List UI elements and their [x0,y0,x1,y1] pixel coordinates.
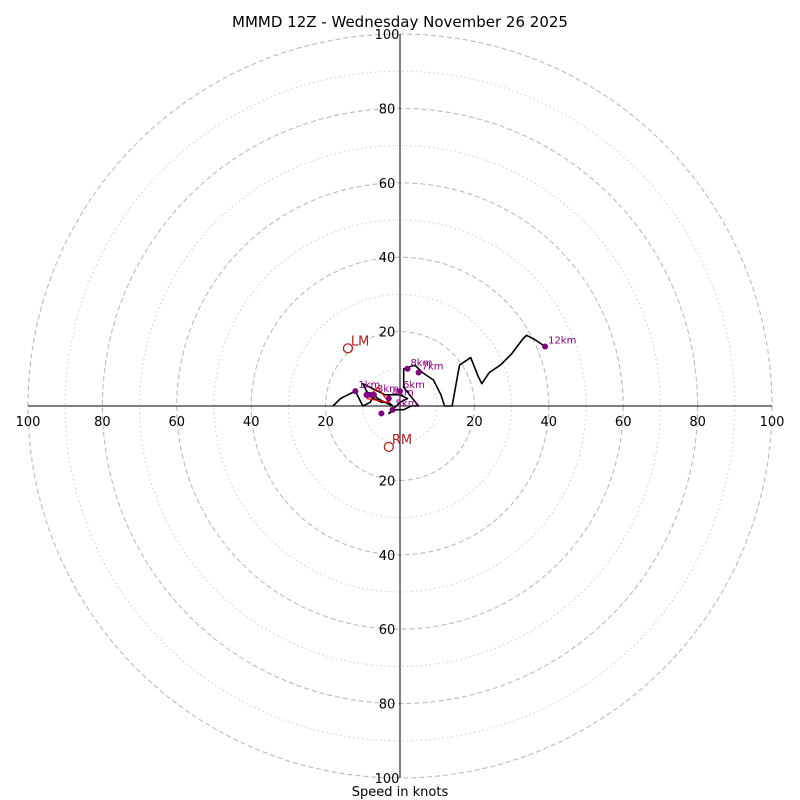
x-tick-label: 100 [760,415,785,430]
x-tick-label: 60 [169,415,186,430]
tick-labels: 100 80 60 40 20 20 40 60 80 100 100 80 60 40 20 20 40 60 8… [16,28,785,787]
x-tick-label: 20 [317,415,334,430]
height-label: 3km [377,384,399,395]
y-tick-label: 60 [379,623,396,638]
height-point [404,365,411,372]
y-tick-label: 40 [379,549,396,564]
x-tick-label: 80 [689,415,706,430]
height-point [542,343,549,350]
height-label: 12km [548,335,576,346]
y-tick-label: 40 [379,251,396,266]
x-tick-label: 40 [243,415,260,430]
storm-motion-label: RM [392,433,412,448]
height-point [415,369,422,376]
y-tick-label: 80 [379,102,396,117]
x-tick-label: 80 [94,415,111,430]
x-tick-label: 40 [541,415,558,430]
height-label: 8km [410,358,432,369]
storm-motion: LM RM [342,334,412,453]
height-point [352,388,359,395]
x-axis-label: Speed in knots [352,785,449,800]
x-tick-label: 20 [466,415,483,430]
storm-motion-marker [383,441,394,453]
height-point [370,391,377,398]
y-tick-label: 100 [375,772,400,787]
axes [28,34,772,778]
chart-title: MMMD 12Z - Wednesday November 26 2025 [232,13,568,31]
y-tick-label: 20 [379,326,396,341]
height-point [389,406,396,413]
height-label: 4km [392,388,414,399]
height-label: 7km [422,362,444,373]
y-tick-label: 100 [375,28,400,43]
height-point [363,391,370,398]
y-tick-label: 20 [379,474,396,489]
height-label: 5km [396,399,418,410]
height-point [385,395,392,402]
height-point [378,410,385,417]
x-tick-label: 100 [16,415,41,430]
y-tick-label: 60 [379,177,396,192]
y-tick-label: 80 [379,698,396,713]
storm-motion-label: LM [351,334,369,349]
height-label: 6km [403,380,425,391]
height-point [397,388,403,395]
height-label: 1km [358,380,380,391]
storm-motion-marker [342,343,354,354]
x-tick-label: 60 [615,415,632,430]
